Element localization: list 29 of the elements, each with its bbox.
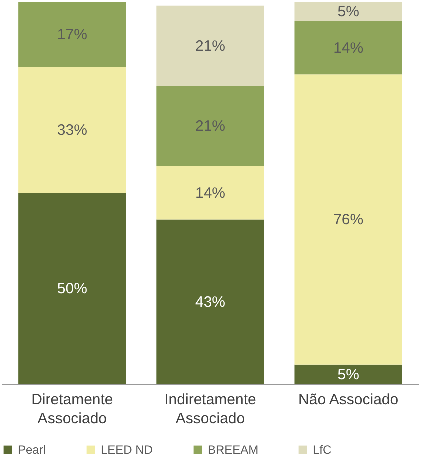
bar <box>156 220 264 384</box>
data-label: 33% <box>57 122 88 139</box>
bar <box>18 2 126 67</box>
bar <box>294 2 402 22</box>
data-label: 14% <box>334 40 364 57</box>
data-label: 21% <box>195 38 226 55</box>
data-label: 14% <box>195 185 226 202</box>
data-label: 5% <box>338 366 360 384</box>
bar <box>294 21 402 75</box>
bar <box>156 6 264 86</box>
data-label: 43% <box>195 294 226 311</box>
bar <box>294 74 402 365</box>
data-label: 17% <box>57 26 88 44</box>
data-label: 5% <box>338 4 360 21</box>
legend-label: LEED ND <box>101 443 154 457</box>
x-tick-label: Indiretamente Associado <box>164 392 256 428</box>
bar <box>156 166 264 220</box>
data-label: 50% <box>57 280 88 298</box>
x-tick-label: Não Associado <box>298 392 399 408</box>
x-tick-label: Diretamente Associado <box>32 392 114 428</box>
data-label: 21% <box>195 118 226 136</box>
bar <box>294 364 402 384</box>
legend-label: BREEAM <box>208 443 259 457</box>
data-label: 76% <box>334 212 364 229</box>
bar <box>18 193 126 384</box>
bar <box>18 66 126 193</box>
legend-label: Pearl <box>18 443 46 457</box>
legend-label: LfC <box>313 443 332 457</box>
bar <box>156 86 264 166</box>
